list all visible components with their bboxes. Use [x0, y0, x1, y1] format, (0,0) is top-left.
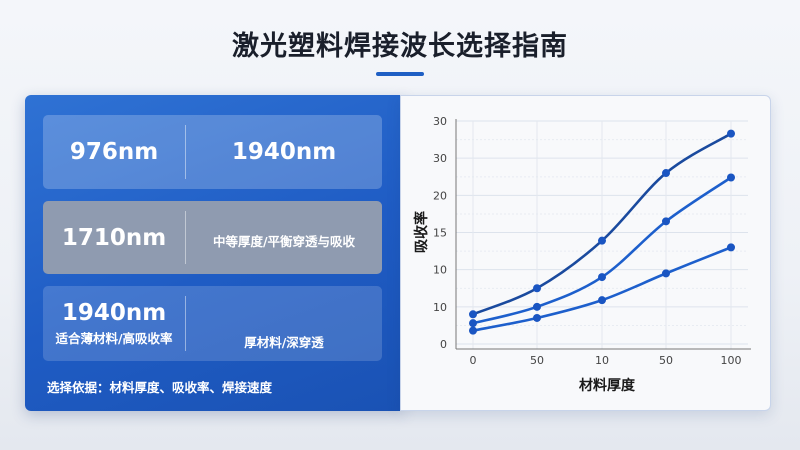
- x-tick-label: 100: [721, 354, 742, 367]
- data-point: [469, 326, 477, 335]
- data-point: [662, 217, 670, 226]
- y-tick-label: 15: [433, 227, 447, 240]
- wavelength-label: 1940nm: [231, 139, 337, 165]
- y-tick-label: 20: [433, 189, 447, 202]
- wavelength-description: 适合薄材料/高吸收率: [55, 331, 173, 346]
- data-point: [727, 243, 735, 252]
- wavelength-row: 976nm 1940nm: [43, 115, 382, 189]
- selection-criteria: 选择依据：材料厚度、吸收率、焊接速度: [47, 380, 273, 395]
- wavelength-label: 976nm: [69, 139, 159, 165]
- divider: [185, 125, 186, 179]
- data-point: [469, 310, 477, 319]
- y-tick-label: 10: [433, 264, 447, 277]
- chart-panel: [400, 95, 771, 411]
- data-point: [598, 296, 606, 305]
- data-point: [662, 169, 670, 178]
- data-point: [533, 313, 541, 322]
- wavelength-description: 厚材料/深穿透: [244, 335, 324, 350]
- x-tick-label: 10: [595, 354, 609, 367]
- wavelength-label: 1940nm: [61, 300, 167, 326]
- y-tick-label: 30: [433, 115, 447, 128]
- wavelength-label: 1710nm: [61, 224, 167, 251]
- data-point: [598, 273, 606, 282]
- divider: [185, 211, 186, 264]
- y-axis-label: 吸收率: [413, 211, 430, 253]
- data-point: [598, 236, 606, 245]
- data-point: [533, 302, 541, 311]
- data-point: [662, 269, 670, 278]
- data-point: [727, 173, 735, 182]
- divider: [185, 296, 186, 351]
- x-tick-label: 0: [470, 354, 477, 367]
- y-tick-label: 10: [433, 301, 447, 314]
- wavelength-row-highlighted: 1710nm 中等厚度/平衡穿透与吸收: [43, 201, 382, 274]
- y-tick-label: 0: [440, 338, 447, 351]
- y-tick-label: 30: [433, 152, 447, 165]
- data-point: [469, 319, 477, 328]
- wavelength-description: 中等厚度/平衡穿透与吸收: [212, 234, 356, 249]
- data-point: [727, 129, 735, 138]
- x-tick-label: 50: [530, 354, 544, 367]
- x-axis-label: 材料厚度: [579, 377, 636, 394]
- title-underline: [376, 72, 424, 76]
- data-point: [533, 284, 541, 293]
- x-tick-label: 50: [659, 354, 673, 367]
- page-title: 激光塑料焊接波长选择指南: [232, 31, 568, 62]
- wavelength-panel: 976nm 1940nm 1710nm 中等厚度/平衡穿透与吸收 1940nm …: [25, 95, 403, 411]
- wavelength-row: 1940nm 适合薄材料/高吸收率 厚材料/深穿透: [43, 286, 382, 361]
